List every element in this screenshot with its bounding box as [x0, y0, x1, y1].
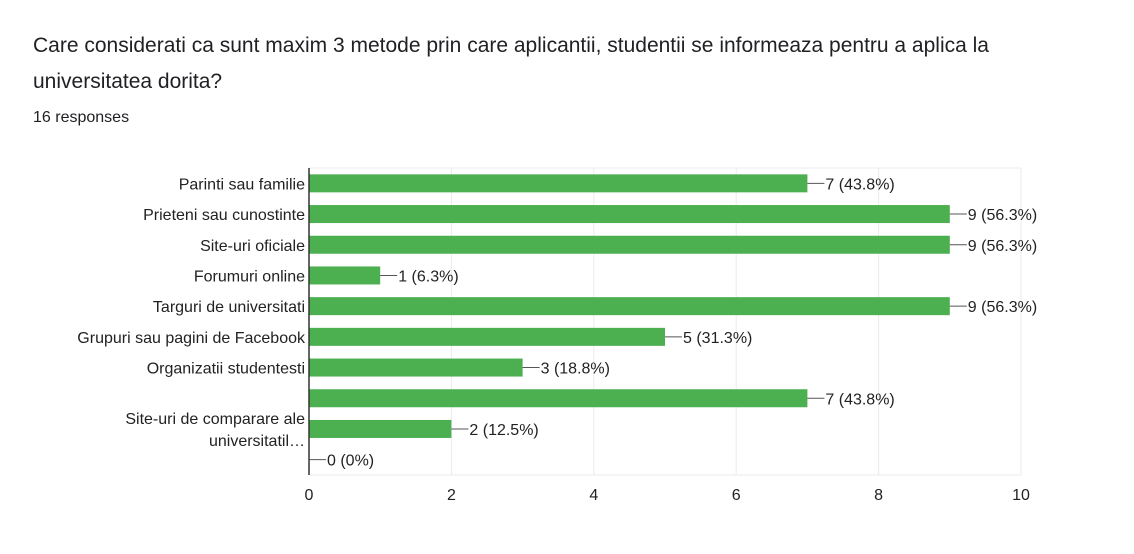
x-tick-label-4: 8 — [874, 487, 883, 504]
category-label-5: Grupuri sau pagini de Facebook — [77, 330, 306, 347]
bar-5 — [309, 327, 665, 346]
category-label-grouped-1: universitatil… — [209, 433, 305, 450]
data-label-7: 7 (43.8%) — [825, 391, 894, 408]
x-tick-label-1: 2 — [447, 487, 456, 504]
data-label-3: 1 (6.3%) — [398, 268, 458, 285]
category-label-0: Parinti sau familie — [179, 176, 305, 193]
data-label-0: 7 (43.8%) — [825, 176, 894, 193]
category-label-6: Organizatii studentesti — [147, 361, 305, 378]
data-label-6: 3 (18.8%) — [541, 361, 610, 378]
question-title: Care considerati ca sunt maxim 3 metode … — [33, 34, 989, 93]
response-count: 16 responses — [33, 109, 130, 126]
x-tick-label-0: 0 — [305, 487, 314, 504]
data-label-8: 2 (12.5%) — [469, 422, 538, 439]
bar-3 — [309, 266, 381, 285]
category-label-grouped-0: Site-uri de comparare ale — [125, 411, 305, 428]
category-label-4: Targuri de universitati — [153, 299, 305, 316]
data-label-4: 9 (56.3%) — [968, 299, 1037, 316]
category-label-1: Prieteni sau cunostinte — [143, 207, 305, 224]
data-label-1: 9 (56.3%) — [968, 207, 1037, 224]
x-tick-label-2: 4 — [589, 487, 598, 504]
x-tick-label-5: 10 — [1012, 487, 1030, 504]
data-label-9: 0 (0%) — [327, 453, 374, 470]
data-label-5: 5 (31.3%) — [683, 330, 752, 347]
bar-8 — [309, 419, 452, 438]
category-label-3: Forumuri online — [194, 268, 305, 285]
bar-6 — [309, 358, 523, 377]
bar-7 — [309, 389, 808, 408]
bar-1 — [309, 205, 950, 224]
bar-0 — [309, 174, 808, 193]
x-tick-label-3: 6 — [732, 487, 741, 504]
bar-2 — [309, 235, 950, 254]
bar-4 — [309, 297, 950, 316]
data-label-2: 9 (56.3%) — [968, 238, 1037, 255]
category-label-2: Site-uri oficiale — [200, 238, 305, 255]
